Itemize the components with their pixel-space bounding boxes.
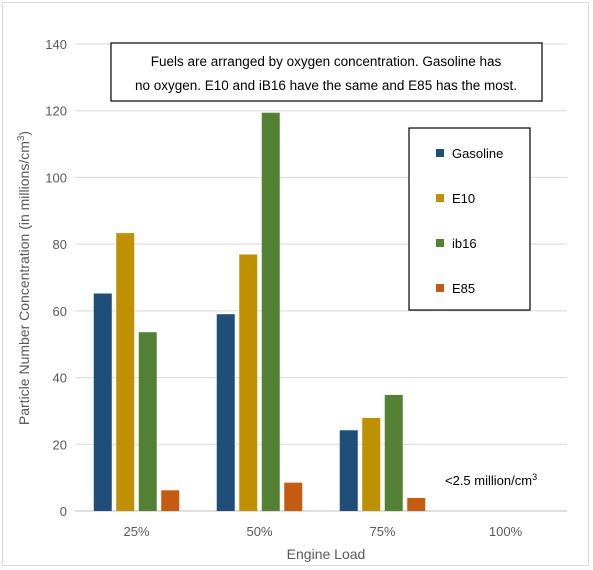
below-detection-note: <2.5 million/cm3 xyxy=(445,472,537,488)
y-axis-title: Particle Number Concentration (in millio… xyxy=(16,131,32,425)
y-axis-title-superscript: 3 xyxy=(16,135,27,141)
legend-box xyxy=(408,127,531,311)
y-tick-label: 0 xyxy=(60,504,67,519)
y-axis-title-tail: ) xyxy=(16,131,32,136)
y-tick-label: 60 xyxy=(53,304,67,319)
legend-label-ib16: ib16 xyxy=(452,236,477,251)
legend-swatch-e85 xyxy=(436,284,444,292)
bar-chart: 0 20 40 60 80 100 120 140 25% 50% 75% 100% Fuels a… xyxy=(16,37,567,562)
y-tick-label: 120 xyxy=(45,104,67,119)
bar-e10-1 xyxy=(239,254,258,511)
annotation-line-1: Fuels are arranged by oxygen concentrati… xyxy=(151,54,502,69)
bar-e85-1 xyxy=(284,482,303,511)
bar-ib16-2 xyxy=(384,394,403,511)
legend-swatch-e10 xyxy=(436,194,444,202)
y-axis-title-main: Particle Number Concentration (in millio… xyxy=(16,141,32,425)
x-tick-label: 50% xyxy=(246,524,272,539)
y-tick-label: 140 xyxy=(45,37,67,52)
bar-e85-2 xyxy=(407,497,426,511)
annotation-box xyxy=(110,42,543,102)
bar-gasoline-0 xyxy=(93,293,112,511)
y-tick-label: 40 xyxy=(53,371,67,386)
note-superscript: 3 xyxy=(532,472,537,482)
bar-e10-0 xyxy=(116,233,135,511)
annotation-line-2: no oxygen. E10 and iB16 have the same an… xyxy=(135,78,517,93)
x-tick-label: 25% xyxy=(123,524,149,539)
y-tick-label: 20 xyxy=(53,437,67,452)
legend-swatch-gasoline xyxy=(436,149,444,157)
bar-ib16-1 xyxy=(261,112,280,512)
x-tick-label: 75% xyxy=(369,524,395,539)
bar-gasoline-1 xyxy=(216,314,235,511)
x-axis-title: Engine Load xyxy=(287,546,366,562)
legend-label-gasoline: Gasoline xyxy=(452,146,503,161)
legend-label-e85: E85 xyxy=(452,281,475,296)
bar-gasoline-2 xyxy=(339,430,358,511)
chart-frame: 0 20 40 60 80 100 120 140 25% 50% 75% 100% Fuels a… xyxy=(2,2,589,566)
bar-e85-0 xyxy=(161,490,180,511)
legend-swatch-ib16 xyxy=(436,239,444,247)
legend-label-e10: E10 xyxy=(452,191,475,206)
x-tick-label: 100% xyxy=(489,524,523,539)
y-tick-label: 100 xyxy=(45,170,67,185)
bar-ib16-0 xyxy=(138,332,157,511)
y-tick-label: 80 xyxy=(53,237,67,252)
bar-e10-2 xyxy=(362,417,381,511)
note-main: <2.5 million/cm xyxy=(445,473,532,488)
